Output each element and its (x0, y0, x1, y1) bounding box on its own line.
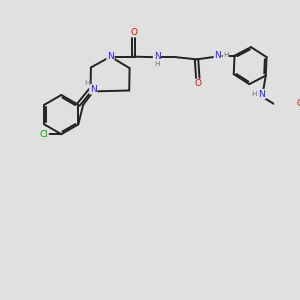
Text: H: H (85, 80, 90, 86)
Text: N: N (214, 50, 221, 59)
Text: H: H (154, 61, 160, 67)
Text: O: O (296, 99, 300, 108)
Text: N: N (154, 52, 160, 61)
Text: Cl: Cl (39, 130, 48, 139)
Text: O: O (130, 28, 137, 37)
Text: N: N (90, 85, 97, 94)
Text: O: O (194, 80, 201, 88)
Text: H: H (252, 91, 257, 97)
Text: N: N (258, 90, 265, 99)
Text: N: N (107, 52, 114, 61)
Text: H: H (223, 52, 228, 58)
